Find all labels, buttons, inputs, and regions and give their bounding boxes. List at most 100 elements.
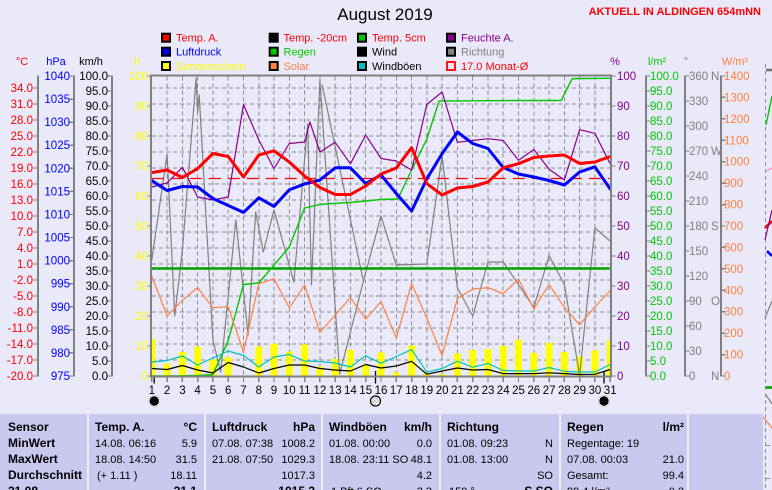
svg-text:23: 23 — [482, 385, 495, 397]
svg-text:100: 100 — [617, 71, 636, 83]
svg-text:80: 80 — [617, 131, 630, 143]
svg-text:55.0: 55.0 — [650, 206, 672, 218]
svg-text:21: 21 — [451, 385, 464, 397]
svg-text:AKTUELL IN ALDINGEN 654mNN: AKTUELL IN ALDINGEN 654mNN — [589, 6, 761, 18]
svg-text:W: W — [711, 146, 722, 158]
svg-text:26: 26 — [527, 385, 540, 397]
svg-text:200: 200 — [724, 328, 743, 340]
svg-text:07.08. 07:38: 07.08. 07:38 — [212, 438, 273, 450]
svg-text:0.0: 0.0 — [650, 371, 666, 383]
svg-text:40.0: 40.0 — [650, 251, 672, 263]
svg-text:100.0: 100.0 — [79, 71, 108, 83]
svg-text:Luftdruck: Luftdruck — [212, 420, 268, 434]
svg-text:Regentage: 19: Regentage: 19 — [567, 438, 639, 450]
svg-text:60.0: 60.0 — [650, 191, 672, 203]
svg-text:15.0: 15.0 — [86, 326, 108, 338]
svg-text:hPa: hPa — [46, 56, 66, 68]
svg-text:210: 210 — [689, 196, 708, 208]
svg-text:85.0: 85.0 — [650, 116, 672, 128]
svg-text:1040: 1040 — [44, 71, 70, 83]
svg-text:90.0: 90.0 — [650, 101, 672, 113]
svg-text:0: 0 — [617, 371, 623, 383]
svg-text:1005: 1005 — [44, 233, 70, 245]
svg-text:70.0: 70.0 — [650, 161, 672, 173]
svg-text:%: % — [610, 56, 620, 68]
svg-text:65.0: 65.0 — [650, 176, 672, 188]
svg-text:7.0: 7.0 — [17, 227, 33, 239]
svg-text:31: 31 — [604, 385, 617, 397]
svg-text:hPa: hPa — [293, 420, 315, 434]
svg-text:80: 80 — [135, 131, 148, 143]
svg-text:21.0: 21.0 — [663, 454, 684, 466]
svg-text:Sensor: Sensor — [8, 420, 49, 434]
svg-text:300: 300 — [689, 121, 708, 133]
svg-text:35.0: 35.0 — [650, 266, 672, 278]
svg-text:S: S — [711, 221, 719, 233]
svg-text:7: 7 — [240, 385, 246, 397]
svg-text:20.0: 20.0 — [86, 311, 108, 323]
svg-text:80.0: 80.0 — [86, 131, 108, 143]
svg-text:Feuchte A.: Feuchte A. — [461, 33, 514, 45]
svg-text:120: 120 — [689, 271, 708, 283]
svg-text:Windböen: Windböen — [329, 420, 387, 434]
svg-text:50: 50 — [135, 221, 148, 233]
svg-text:August 2019: August 2019 — [337, 5, 432, 24]
svg-text:99.4 l/m²: 99.4 l/m² — [567, 486, 610, 490]
svg-text:95.0: 95.0 — [86, 86, 108, 98]
svg-text:330: 330 — [689, 96, 708, 108]
svg-text:Temp. -20cm: Temp. -20cm — [284, 33, 348, 45]
svg-text:45.0: 45.0 — [86, 236, 108, 248]
svg-text:1029.3: 1029.3 — [281, 454, 315, 466]
svg-text:80.0: 80.0 — [650, 131, 672, 143]
svg-text:07.08. 00:03: 07.08. 00:03 — [567, 454, 628, 466]
svg-text:Regen: Regen — [567, 420, 604, 434]
svg-text:Gesamt:: Gesamt: — [567, 470, 609, 482]
svg-text:10.0: 10.0 — [11, 211, 33, 223]
svg-text:21.08. 07:50: 21.08. 07:50 — [212, 454, 273, 466]
svg-text:270: 270 — [689, 146, 708, 158]
svg-text:700: 700 — [724, 221, 743, 233]
svg-text:40.0: 40.0 — [86, 251, 108, 263]
svg-text:Durchschnitt: Durchschnitt — [8, 468, 82, 482]
svg-text:18.11: 18.11 — [170, 470, 197, 482]
svg-text:30: 30 — [689, 346, 702, 358]
svg-text:30.0: 30.0 — [650, 281, 672, 293]
svg-text:-17.0: -17.0 — [7, 355, 33, 367]
svg-text:9: 9 — [271, 385, 277, 397]
svg-text:°C: °C — [16, 56, 28, 68]
svg-text:17.0 Monat-Ø: 17.0 Monat-Ø — [461, 61, 529, 73]
svg-text:40: 40 — [617, 251, 630, 263]
svg-text:4.0: 4.0 — [17, 243, 33, 255]
svg-text:SO: SO — [537, 470, 553, 482]
svg-text:Solar: Solar — [284, 61, 310, 73]
svg-text:500: 500 — [724, 264, 743, 276]
svg-text:22.0: 22.0 — [11, 147, 33, 159]
svg-text:45.0: 45.0 — [650, 236, 672, 248]
svg-text:30: 30 — [617, 281, 630, 293]
svg-text:0: 0 — [724, 371, 730, 383]
svg-text:Windböen: Windböen — [372, 61, 422, 73]
svg-text:95.0: 95.0 — [650, 86, 672, 98]
svg-text:01.08. 09:23: 01.08. 09:23 — [447, 438, 508, 450]
svg-text:60: 60 — [617, 191, 630, 203]
svg-text:995: 995 — [51, 279, 70, 291]
svg-text:l/m²: l/m² — [648, 56, 667, 68]
svg-text:34.0: 34.0 — [11, 83, 33, 95]
svg-text:985: 985 — [51, 325, 70, 337]
svg-text:1000: 1000 — [724, 157, 750, 169]
svg-text:40: 40 — [135, 251, 148, 263]
svg-text:3.3: 3.3 — [417, 486, 432, 490]
svg-text:1035: 1035 — [44, 94, 70, 106]
svg-text:15: 15 — [359, 385, 372, 397]
svg-text:Luftdruck: Luftdruck — [176, 47, 222, 59]
svg-text:10: 10 — [135, 341, 148, 353]
svg-text:75.0: 75.0 — [86, 146, 108, 158]
svg-text:18.08. 14:50: 18.08. 14:50 — [95, 454, 156, 466]
svg-text:5: 5 — [210, 385, 216, 397]
svg-text:4: 4 — [194, 385, 201, 397]
svg-text:150: 150 — [689, 246, 708, 258]
svg-text:25.0: 25.0 — [86, 296, 108, 308]
svg-text:1025: 1025 — [44, 140, 70, 152]
svg-text:5.0: 5.0 — [650, 356, 666, 368]
svg-text:50: 50 — [617, 221, 630, 233]
